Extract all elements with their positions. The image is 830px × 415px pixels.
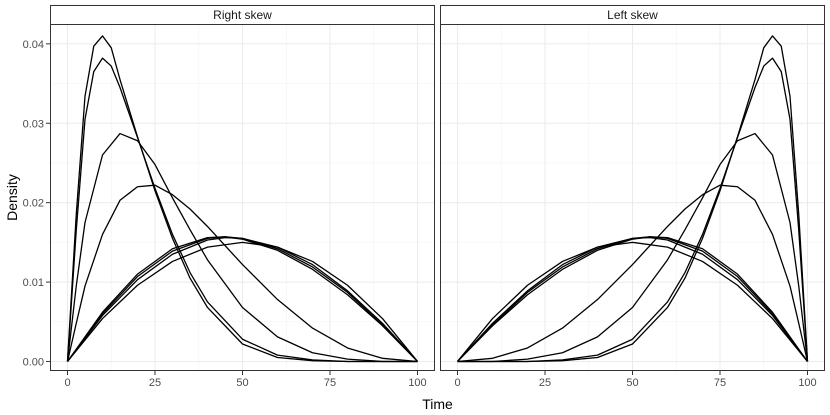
density-curve-right-skew-3 <box>66 132 418 363</box>
strip-left-skew <box>440 5 825 25</box>
density-curve-left-skew-1 <box>457 35 809 363</box>
strip-label-left-skew: Left skew <box>607 8 658 22</box>
y-tick-label: 0.02 <box>23 198 44 210</box>
density-curve-left-skew-4 <box>457 184 809 363</box>
density-curve-right-skew-8 <box>66 236 418 362</box>
x-tick-label: 25 <box>539 377 551 389</box>
strip-label-right-skew: Right skew <box>213 8 272 22</box>
y-tick-label: 0.04 <box>23 39 44 51</box>
y-tick-label: 0.00 <box>23 356 44 368</box>
density-curve-left-skew-8 <box>457 236 809 362</box>
density-curve-right-skew-1 <box>66 35 418 363</box>
x-tick-label: 25 <box>149 377 161 389</box>
x-axis-title: Time <box>422 396 453 412</box>
x-tick-label: 0 <box>64 377 70 389</box>
x-tick-label: 100 <box>408 377 426 389</box>
y-tick-label: 0.01 <box>23 277 44 289</box>
y-axis-title: Density <box>4 174 20 221</box>
x-tick-label: 0 <box>454 377 460 389</box>
x-tick-label: 50 <box>236 377 248 389</box>
x-tick-label: 100 <box>798 377 816 389</box>
density-curve-left-skew-3 <box>457 132 809 363</box>
density-curve-left-skew-5 <box>456 241 809 362</box>
x-tick-label: 75 <box>324 377 336 389</box>
y-tick-label: 0.03 <box>23 118 44 130</box>
density-curve-right-skew-2 <box>66 57 418 363</box>
x-tick-label: 75 <box>714 377 726 389</box>
x-tick-label: 50 <box>626 377 638 389</box>
density-curve-right-skew-5 <box>66 241 419 362</box>
density-curve-left-skew-2 <box>457 57 809 363</box>
strip-right-skew <box>50 5 435 25</box>
density-curve-right-skew-4 <box>66 184 418 363</box>
